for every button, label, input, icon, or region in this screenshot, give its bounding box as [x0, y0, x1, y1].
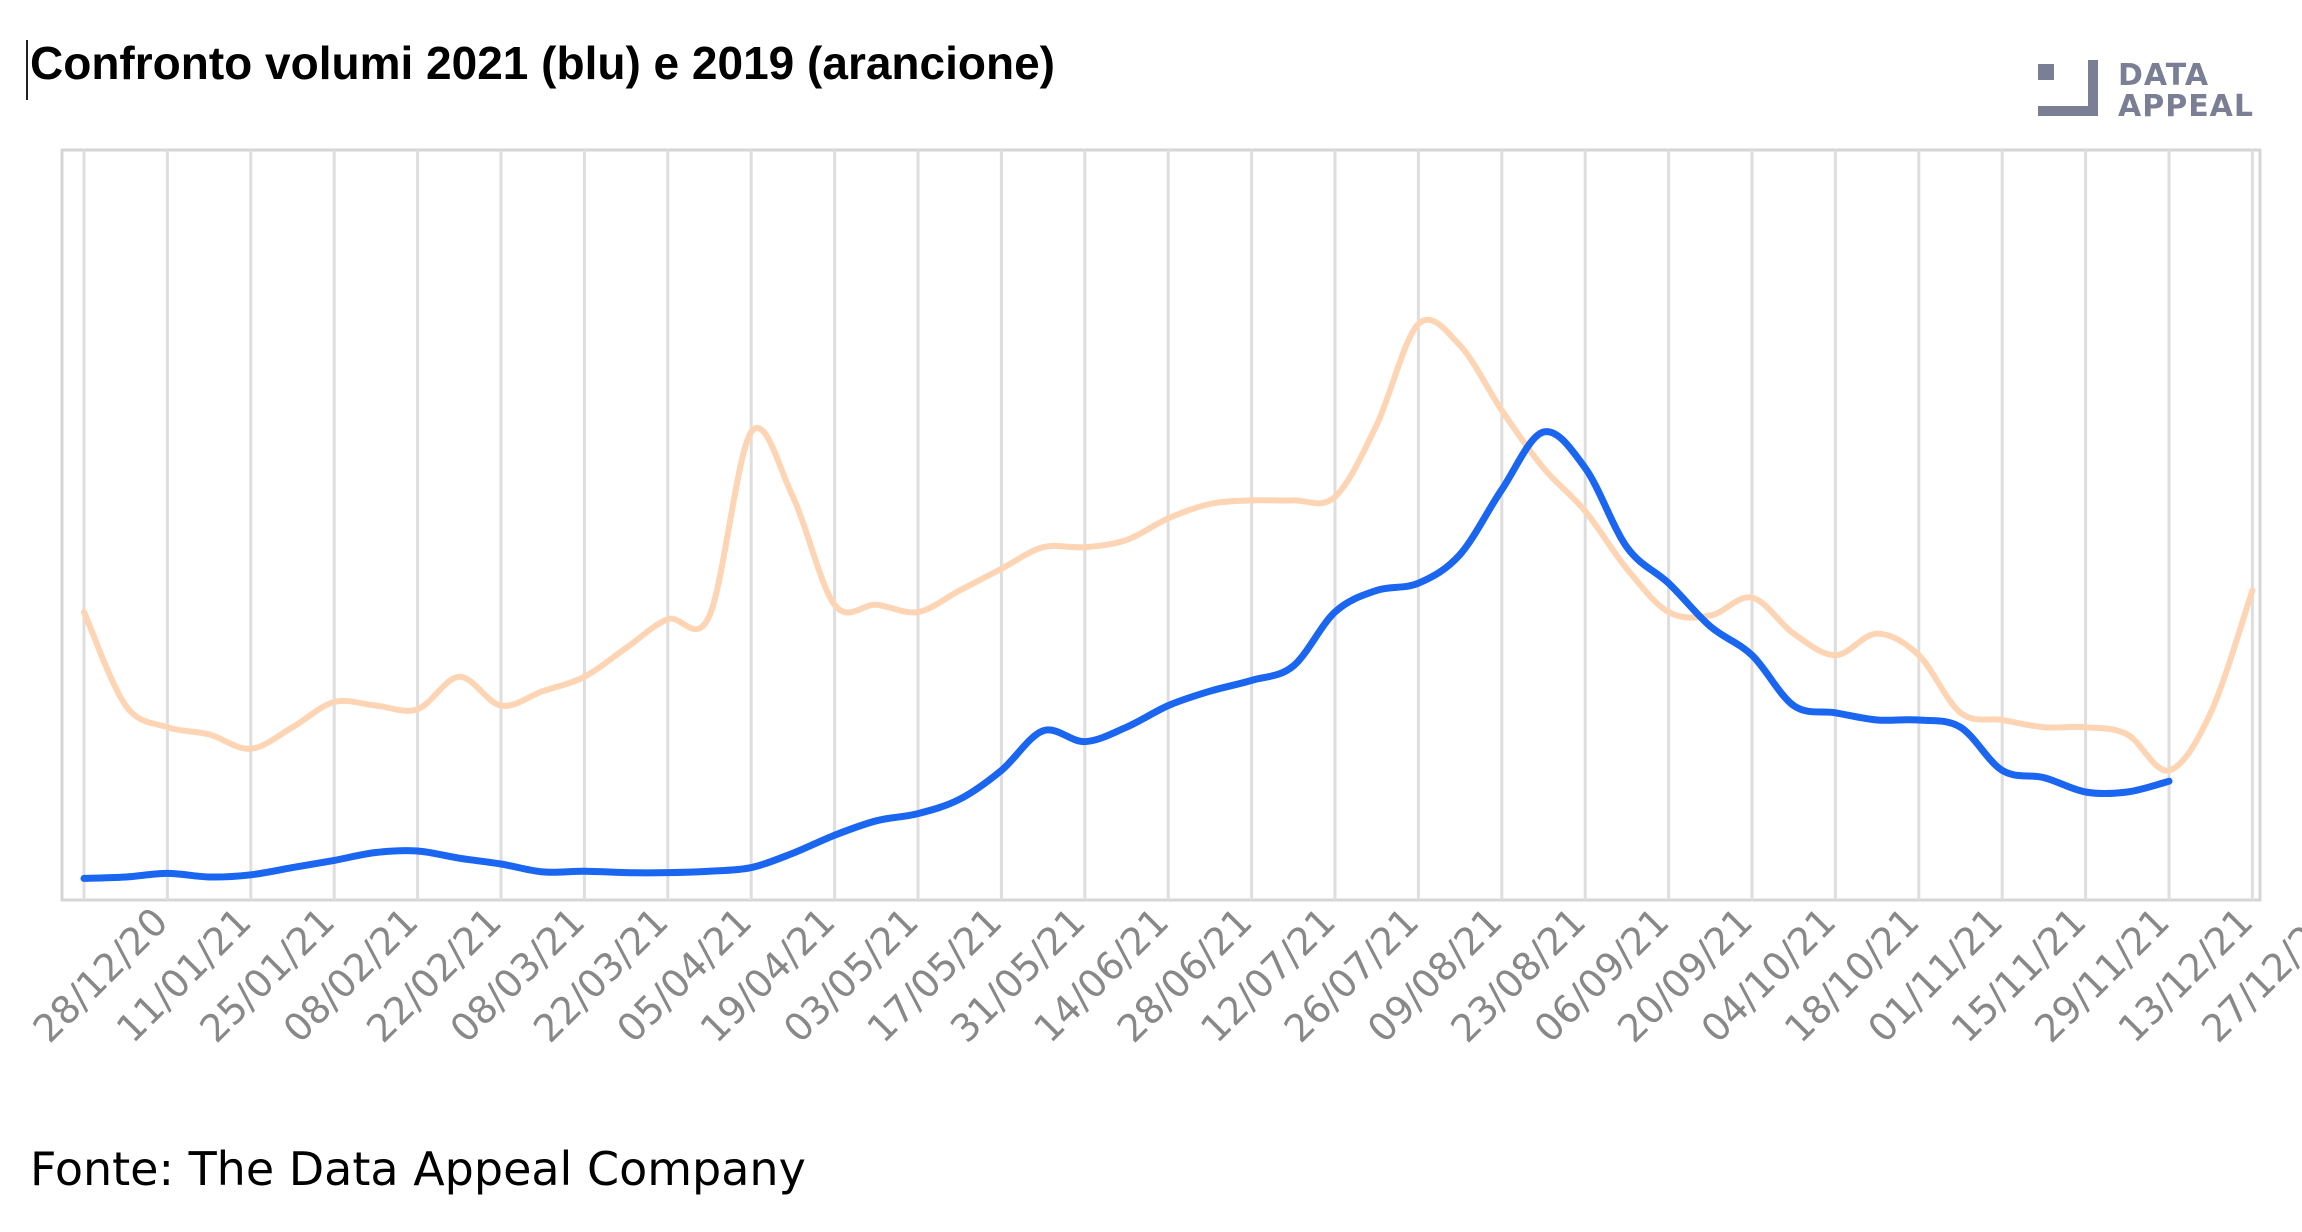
source-note: Fonte: The Data Appeal Company	[30, 1142, 806, 1196]
plot-frame	[60, 148, 2262, 902]
series-line-2019	[81, 316, 2256, 774]
series-line-2021	[80, 428, 2173, 882]
logo-bracket-base-icon	[2038, 106, 2098, 116]
logo-square-icon	[2038, 64, 2054, 80]
logo-line-2: APPEAL	[2118, 89, 2255, 124]
logo-text: DATA APPEAL	[2118, 60, 2254, 122]
logo-bracket-icon	[2088, 60, 2098, 116]
logo-line-1: DATA	[2118, 58, 2210, 93]
data-appeal-logo: DATA APPEAL	[2038, 60, 2278, 124]
chart-title: Confronto volumi 2021 (blu) e 2019 (aran…	[30, 37, 1055, 89]
text-cursor	[26, 40, 28, 100]
